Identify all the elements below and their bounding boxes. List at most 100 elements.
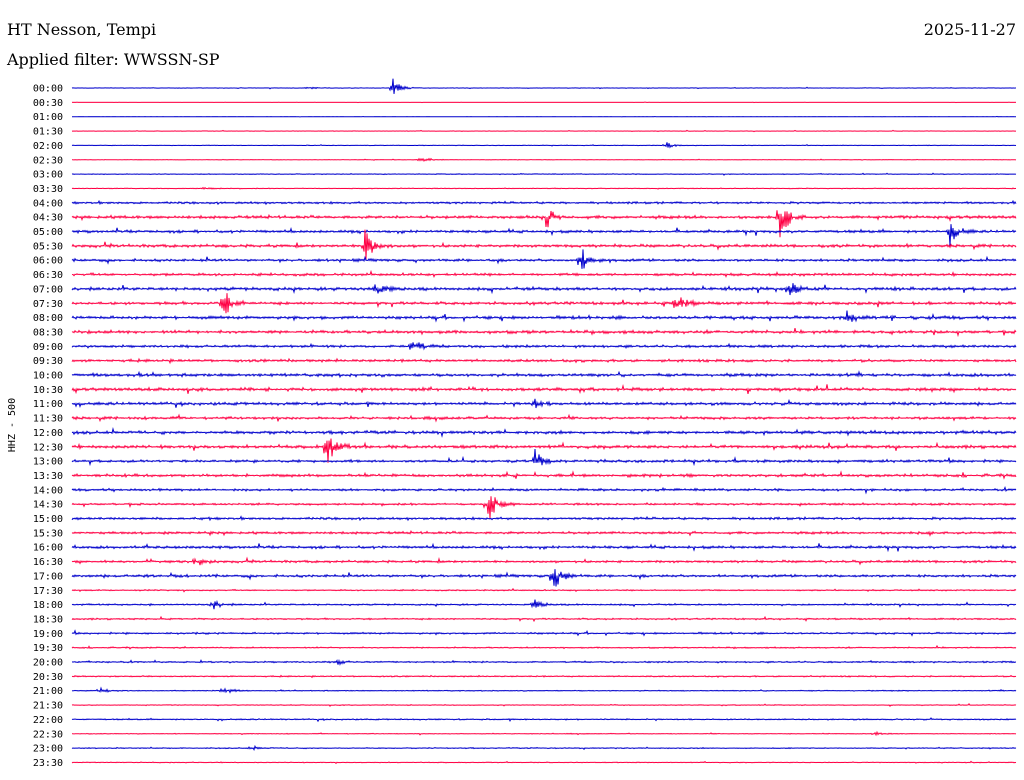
trace-line — [71, 383, 1017, 395]
trace-line — [71, 530, 1017, 537]
row-time-label: 18:00 — [33, 600, 63, 611]
trace-line — [71, 556, 1017, 566]
trace-line — [71, 686, 1017, 694]
row-time-label: 23:00 — [33, 744, 63, 755]
trace-line — [71, 587, 1017, 593]
row-time-label: 11:30 — [33, 414, 63, 425]
row-time-label: 20:00 — [33, 658, 63, 669]
trace-line — [71, 542, 1017, 553]
trace-line — [71, 199, 1017, 206]
row-time-label: 10:00 — [33, 371, 63, 382]
trace-line — [71, 717, 1017, 723]
row-time-label: 19:30 — [33, 643, 63, 654]
row-time-label: 19:00 — [33, 629, 63, 640]
row-time-label: 15:30 — [33, 528, 63, 539]
row-time-label: 09:00 — [33, 342, 63, 353]
row-time-label: 04:30 — [33, 213, 63, 224]
row-time-label: 05:30 — [33, 241, 63, 252]
row-time-label: 00:30 — [33, 98, 63, 109]
row-time-label: 01:30 — [33, 127, 63, 138]
row-time-label: 13:00 — [33, 457, 63, 468]
row-time-label: 22:30 — [33, 729, 63, 740]
trace-line — [71, 283, 1017, 296]
row-time-label: 17:30 — [33, 586, 63, 597]
date-label: 2025-11-27 — [923, 20, 1016, 39]
row-time-label: 09:30 — [33, 356, 63, 367]
trace-line — [71, 427, 1017, 438]
row-time-label: 03:30 — [33, 184, 63, 195]
row-time-label: 06:00 — [33, 256, 63, 267]
trace-line — [71, 229, 1017, 260]
trace-rows: 00:00 00:30 01:00 01:30 02:00 02:30 03:00 03:30… — [33, 78, 1017, 769]
row-time-label: 10:30 — [33, 385, 63, 396]
trace-line — [71, 293, 1017, 314]
filter-label: Applied filter: WWSSN-SP — [7, 50, 220, 69]
channel-label: HHZ - 500 — [7, 398, 18, 452]
row-time-label: 03:00 — [33, 170, 63, 181]
trace-line — [71, 224, 1017, 246]
trace-line — [71, 249, 1017, 269]
row-time-label: 11:00 — [33, 399, 63, 410]
row-time-label: 21:00 — [33, 686, 63, 697]
trace-line — [71, 744, 1017, 751]
row-time-label: 02:00 — [33, 141, 63, 152]
trace-line — [71, 342, 1017, 351]
row-time-label: 12:00 — [33, 428, 63, 439]
trace-line — [72, 115, 1016, 118]
trace-line — [71, 658, 1017, 666]
trace-line — [71, 485, 1017, 495]
row-time-label: 06:30 — [33, 270, 63, 281]
trace-line — [71, 438, 1017, 463]
row-time-label: 13:30 — [33, 471, 63, 482]
trace-line — [71, 515, 1017, 522]
trace-line — [71, 370, 1017, 379]
trace-line — [71, 615, 1017, 623]
row-time-label: 05:00 — [33, 227, 63, 238]
row-time-label: 16:30 — [33, 557, 63, 568]
trace-line — [71, 327, 1017, 338]
trace-line — [71, 269, 1017, 279]
row-time-label: 17:00 — [33, 571, 63, 582]
trace-line — [71, 157, 1017, 163]
trace-line — [71, 78, 1016, 94]
trace-line — [71, 101, 1017, 104]
trace-line — [71, 730, 1017, 737]
trace-line — [71, 357, 1017, 365]
trace-line — [71, 569, 1017, 587]
row-time-label: 02:30 — [33, 155, 63, 166]
row-time-label: 16:00 — [33, 543, 63, 554]
station-title: HT Nesson, Tempi — [7, 20, 157, 39]
row-time-label: 22:00 — [33, 715, 63, 726]
trace-line — [71, 186, 1017, 190]
trace-line — [71, 398, 1017, 409]
row-time-label: 01:00 — [33, 112, 63, 123]
row-time-label: 14:30 — [33, 500, 63, 511]
trace-line — [71, 644, 1017, 650]
row-time-label: 07:00 — [33, 284, 63, 295]
trace-line — [71, 448, 1017, 467]
row-time-label: 18:30 — [33, 614, 63, 625]
trace-line — [71, 599, 1017, 610]
row-time-label: 12:30 — [33, 442, 63, 453]
row-time-label: 14:00 — [33, 485, 63, 496]
row-time-label: 00:00 — [33, 84, 63, 95]
trace-line — [71, 629, 1017, 637]
trace-line — [71, 210, 1017, 238]
trace-line — [71, 310, 1017, 323]
row-time-label: 08:30 — [33, 327, 63, 338]
trace-line — [71, 496, 1017, 519]
row-time-label: 20:30 — [33, 672, 63, 683]
row-time-label: 07:30 — [33, 299, 63, 310]
trace-line — [71, 142, 1017, 149]
trace-line — [71, 172, 1017, 176]
row-time-label: 23:30 — [33, 758, 63, 769]
trace-line — [71, 760, 1017, 765]
trace-line — [71, 702, 1017, 708]
row-time-label: 15:00 — [33, 514, 63, 525]
row-time-label: 08:00 — [33, 313, 63, 324]
trace-line — [71, 413, 1017, 423]
trace-line — [71, 470, 1017, 480]
row-time-label: 04:00 — [33, 198, 63, 209]
trace-line — [71, 674, 1017, 679]
